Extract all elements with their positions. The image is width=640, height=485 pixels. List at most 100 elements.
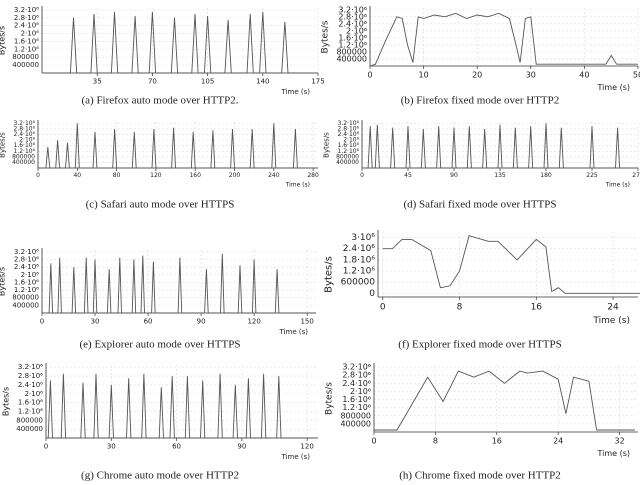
caption: (e) Explorer auto mode over HTTPS — [80, 339, 241, 351]
x-tick-label: 150 — [300, 317, 313, 325]
x-tick-label: 120 — [247, 317, 260, 325]
caption: (h) Chrome fixed mode over HTTP2 — [399, 470, 561, 482]
y-tick-label: 800000 — [12, 294, 39, 302]
x-tick-label: 90 — [197, 317, 206, 325]
x-axis-label: Time (s) — [281, 453, 311, 461]
x-tick-label: 120 — [300, 442, 313, 450]
y-tick-label: 2.4·10⁶ — [18, 381, 43, 389]
y-tick-label: 3.2·10⁶ — [338, 120, 360, 127]
x-tick-label: 0 — [360, 172, 364, 179]
x-tick-label: 280 — [307, 172, 319, 179]
y-tick-label: 2.4·10⁶ — [338, 19, 367, 28]
x-tick-label: 200 — [229, 172, 241, 179]
x-tick-label: 0 — [40, 317, 44, 325]
x-tick-label: 60 — [172, 442, 181, 450]
y-axis-label: Bytes/s — [322, 132, 330, 158]
caption: (g) Chrome auto mode over HTTP2 — [81, 470, 239, 482]
data-line — [42, 11, 318, 74]
x-tick-label: 40 — [73, 172, 81, 179]
x-tick-label: 270 — [632, 172, 640, 179]
x-axis-label: Time (s) — [605, 181, 630, 188]
x-tick-label: 0 — [36, 172, 40, 179]
y-tick-label: 0 — [369, 289, 375, 299]
y-tick-label: 3.2·10⁶ — [18, 363, 43, 371]
x-tick-label: 30 — [526, 71, 536, 80]
x-tick-label: 8 — [433, 437, 438, 446]
caption: (b) Firefox fixed mode over HTTP2 — [401, 95, 560, 107]
x-tick-label: 140 — [256, 77, 269, 85]
y-axis-label: Bytes/s — [0, 267, 6, 296]
y-tick-label: 800000 — [336, 47, 367, 56]
y-tick-label: 1.2·10⁶ — [14, 286, 39, 294]
y-tick-label: 400000 — [12, 61, 39, 69]
x-tick-label: 24 — [607, 303, 619, 313]
x-tick-label: 225 — [586, 172, 598, 179]
x-tick-label: 30 — [91, 317, 100, 325]
x-tick-label: 0 — [44, 442, 48, 450]
y-tick-label: 1.6·10⁶ — [18, 399, 43, 407]
y-tick-label: 400000 — [336, 159, 359, 166]
data-line — [42, 253, 316, 314]
y-tick-label: 1.2·10⁶ — [342, 403, 371, 412]
y-tick-label: 3·10⁶ — [351, 233, 375, 243]
x-tick-label: 24 — [553, 437, 563, 446]
x-tick-label: 90 — [450, 172, 458, 179]
y-tick-label: 1.6·10⁶ — [338, 142, 360, 149]
x-axis-label: Time (s) — [281, 88, 311, 96]
x-tick-label: 32 — [614, 437, 624, 446]
x-tick-label: 105 — [201, 77, 214, 85]
y-tick-label: 1.2·10⁶ — [338, 40, 367, 49]
y-tick-label: 2.8·10⁶ — [338, 12, 367, 21]
x-tick-label: 135 — [494, 172, 506, 179]
y-tick-label: 2·10⁶ — [21, 30, 40, 38]
y-tick-label: 3.2·10⁶ — [342, 363, 371, 372]
x-tick-label: 16 — [531, 303, 543, 313]
y-tick-label: 2.8·10⁶ — [338, 125, 360, 132]
caption: (c) Safari auto mode over HTTPS — [86, 199, 235, 211]
x-tick-label: 120 — [150, 172, 162, 179]
x-axis-label: Time (s) — [596, 449, 630, 458]
y-tick-label: 2.8·10⁶ — [14, 125, 36, 132]
caption: (a) Firefox auto mode over HTTP2. — [81, 95, 238, 107]
y-tick-label: 2·10⁶ — [25, 390, 44, 398]
y-tick-label: 3.2·10⁶ — [338, 5, 367, 14]
data-line — [46, 373, 318, 439]
x-tick-label: 35 — [93, 77, 102, 85]
y-tick-label: 2.4·10⁶ — [342, 379, 371, 388]
x-tick-label: 80 — [113, 172, 121, 179]
x-tick-label: 180 — [540, 172, 552, 179]
y-axis-label: Bytes/s — [324, 256, 335, 293]
x-tick-label: 240 — [268, 172, 280, 179]
x-axis-label: Time (s) — [592, 316, 630, 326]
y-tick-label: 3.2·10⁶ — [14, 6, 39, 14]
y-tick-label: 2.4·10⁶ — [343, 244, 376, 254]
y-axis-label: Bytes/s — [325, 382, 335, 415]
y-axis-label: Bytes/s — [0, 26, 6, 55]
x-axis-label: Time (s) — [279, 328, 309, 336]
data-line — [369, 12, 638, 67]
x-tick-label: 20 — [472, 71, 482, 80]
x-tick-label: 0 — [380, 303, 386, 313]
data-line — [374, 370, 635, 431]
y-tick-label: 1.6·10⁶ — [338, 33, 367, 42]
y-tick-label: 1.8·10⁶ — [343, 255, 376, 265]
x-tick-label: 16 — [492, 437, 502, 446]
y-tick-label: 2·10⁶ — [21, 271, 40, 279]
y-tick-label: 2.4·10⁶ — [14, 263, 39, 271]
y-tick-label: 1.2·10⁶ — [18, 407, 43, 415]
y-tick-label: 1.6·10⁶ — [342, 395, 371, 404]
y-tick-label: 2.8·10⁶ — [342, 371, 371, 380]
y-tick-label: 1.2·10⁶ — [338, 148, 360, 155]
y-tick-label: 2.8·10⁶ — [18, 372, 43, 380]
y-tick-label: 2.4·10⁶ — [338, 131, 360, 138]
y-tick-label: 2.8·10⁶ — [14, 256, 39, 264]
y-tick-label: 400000 — [336, 54, 367, 63]
y-tick-label: 400000 — [12, 301, 39, 309]
x-axis-label: Time (s) — [285, 181, 310, 188]
x-tick-label: 0 — [371, 437, 376, 446]
y-tick-label: 3.2·10⁶ — [14, 248, 39, 256]
x-tick-label: 160 — [189, 172, 201, 179]
y-tick-label: 2·10⁶ — [346, 26, 367, 35]
x-tick-label: 10 — [419, 71, 429, 80]
caption: (f) Explorer fixed mode over HTTPS — [398, 339, 561, 351]
